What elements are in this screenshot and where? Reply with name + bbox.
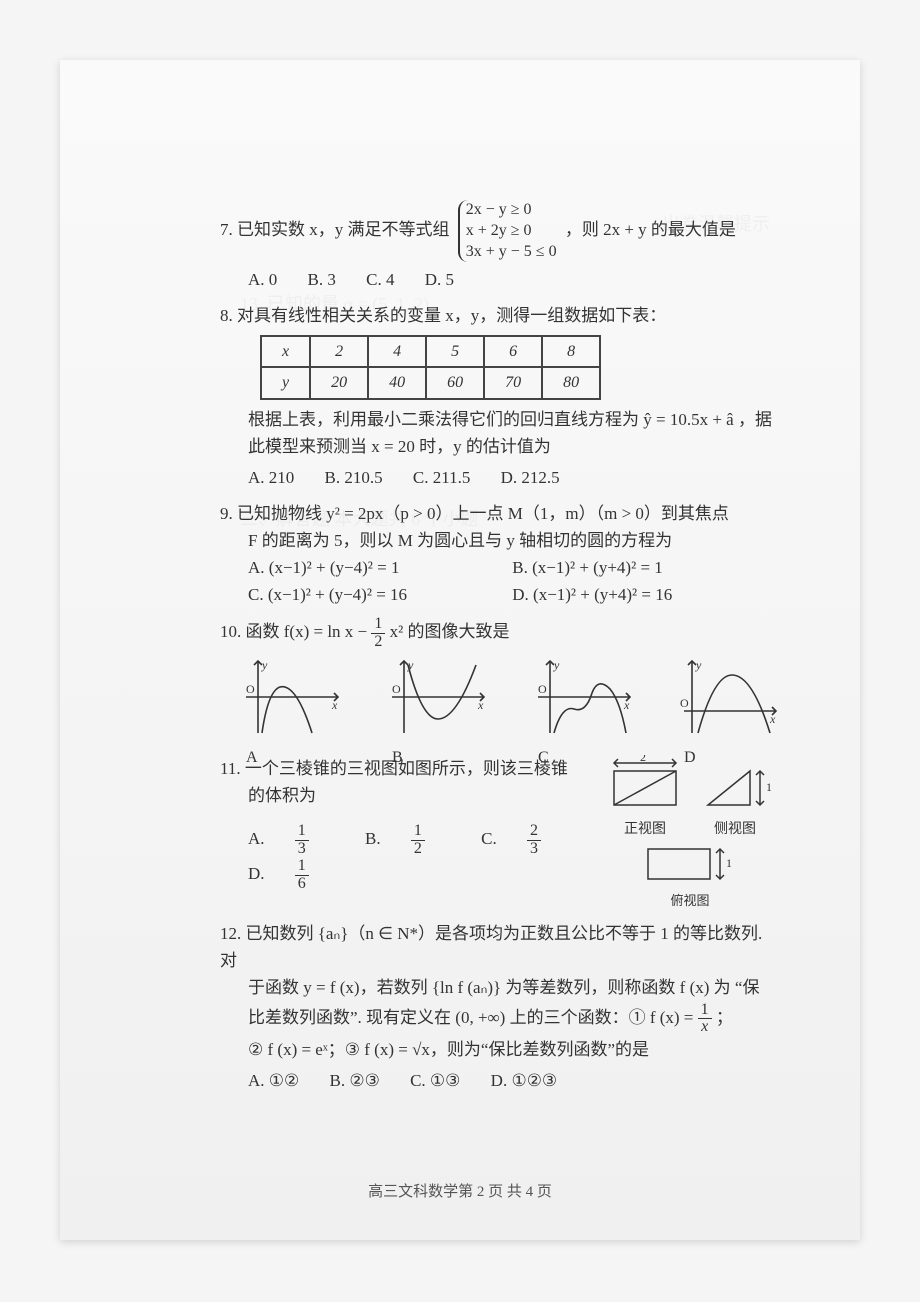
svg-text:1: 1	[726, 856, 732, 870]
q12-frac-1x: 1x	[698, 1002, 712, 1037]
svg-text:y: y	[553, 658, 560, 672]
q10-stem: 10. 函数 f(x) = ln x −	[220, 622, 367, 641]
q9-row2: C. (x−1)² + (y−4)² = 16 D. (x−1)² + (y+4…	[220, 581, 780, 608]
q12-l2: 于函数 y = f (x)，若数列 {ln f (aₙ)} 为等差数列，则称函数…	[220, 974, 780, 1001]
q8-table: x 2 4 5 6 8 y 20 40 60 70 80	[260, 335, 601, 400]
q7-stem-b: ，则 2x + y 的最大值是	[565, 220, 736, 239]
svg-text:x: x	[331, 698, 338, 712]
svg-text:O: O	[538, 682, 547, 696]
question-9: 9. 已知抛物线 y² = 2px（p > 0）上一点 M（1，m）（m > 0…	[220, 500, 780, 609]
svg-text:2: 2	[640, 755, 646, 764]
q9-stem2: F 的距离为 5，则以 M 为圆心且与 y 轴相切的圆的方程为	[220, 527, 780, 554]
page-footer: 高三文科数学第 2 页 共 4 页	[60, 1180, 860, 1204]
graph-A: O x y A	[240, 657, 340, 747]
q12-l3: 比差数列函数”. 现有定义在 (0, +∞) 上的三个函数：① f (x) = …	[220, 1002, 780, 1037]
q7-system: 2x − y ≥ 0 x + 2y ≥ 0 3x + y − 5 ≤ 0	[458, 200, 557, 262]
q8-line2a: 根据上表，利用最小二乘法得它们的回归直线方程为 ŷ = 10.5x + â ，据	[220, 406, 780, 433]
q8-stem: 8. 对具有线性相关关系的变量 x，y，测得一组数据如下表：	[220, 302, 780, 329]
q11-choices: A. 13 B. 12 C. 23 D. 16	[220, 823, 600, 892]
q12-l4: ② f (x) = eˣ；③ f (x) = √x，则为“保比差数列函数”的是	[220, 1036, 780, 1063]
question-10: 10. 函数 f(x) = ln x − 12 x² 的图像大致是 O x y …	[220, 616, 780, 747]
svg-text:x: x	[477, 698, 484, 712]
question-11: 11. 一个三棱锥的三视图如图所示，则该三棱锥 的体积为 A. 13 B. 12…	[220, 755, 780, 912]
graph-C: O x y C	[532, 657, 632, 747]
q8-line2b: 此模型来预测当 x = 20 时，y 的估计值为	[220, 433, 780, 460]
question-7: 7. 已知实数 x，y 满足不等式组 2x − y ≥ 0 x + 2y ≥ 0…	[220, 200, 780, 294]
q9-stem1: 9. 已知抛物线 y² = 2px（p > 0）上一点 M（1，m）（m > 0…	[220, 500, 780, 527]
svg-text:O: O	[680, 696, 689, 710]
exam-page: 出卷温馨提示 13. 已知的量 α = (5 ,1, 2) 三、解答题 本大题共…	[60, 60, 860, 1240]
q9-row1: A. (x−1)² + (y−4)² = 1 B. (x−1)² + (y+4)…	[220, 554, 780, 581]
q8-choices: A. 210 B. 210.5 C. 211.5 D. 212.5	[220, 464, 780, 491]
svg-text:y: y	[695, 658, 702, 672]
three-views: 2 1 正视图 侧视图 1 俯视图	[600, 755, 780, 912]
graph-D: O x y D	[678, 657, 778, 747]
svg-text:x: x	[623, 698, 630, 712]
question-12: 12. 已知数列 {aₙ}（n ∈ N*）是各项均为正数且公比不等于 1 的等比…	[220, 920, 780, 1095]
graph-B: O x y B	[386, 657, 486, 747]
q10-graphs: O x y A O x y B	[240, 657, 780, 747]
q7-choices: A. 0 B. 3 C. 4 D. 5	[220, 266, 780, 293]
svg-text:O: O	[246, 682, 255, 696]
q7-stem-a: 7. 已知实数 x，y 满足不等式组	[220, 220, 450, 239]
q12-l1: 12. 已知数列 {aₙ}（n ∈ N*）是各项均为正数且公比不等于 1 的等比…	[220, 920, 780, 974]
svg-text:y: y	[261, 658, 268, 672]
q12-choices: A. ①② B. ②③ C. ①③ D. ①②③	[220, 1067, 780, 1094]
svg-text:x: x	[769, 712, 776, 726]
q11-stem2: 的体积为	[220, 782, 600, 809]
svg-text:1: 1	[766, 780, 772, 794]
q10-stem2: x² 的图像大致是	[390, 622, 510, 641]
q10-half: 12	[371, 616, 385, 651]
svg-text:O: O	[392, 682, 401, 696]
question-8: 8. 对具有线性相关关系的变量 x，y，测得一组数据如下表： x 2 4 5 6…	[220, 302, 780, 492]
